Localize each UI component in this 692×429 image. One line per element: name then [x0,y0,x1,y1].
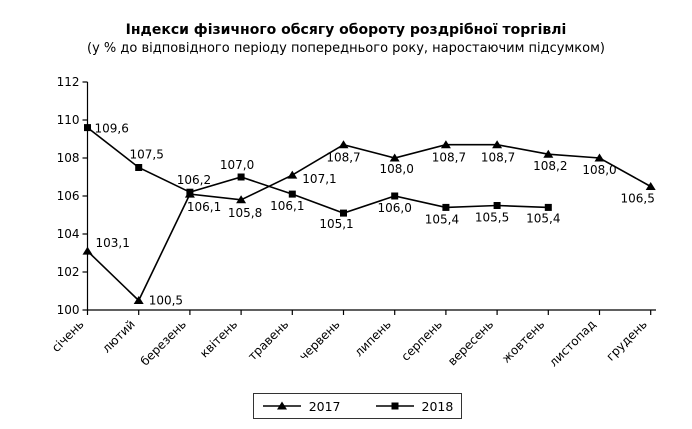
data-label-2017: 105,8 [228,206,262,220]
x-axis-label: лютий [99,317,137,355]
y-tick-label: 100 [57,303,80,317]
y-tick-label: 104 [57,227,80,241]
data-point-marker-2018 [84,124,91,132]
data-point-marker-2017 [594,153,605,162]
data-label-2018: 109,6 [95,122,129,136]
x-axis-label: червень [296,317,342,363]
x-axis-label: березень [138,317,189,368]
x-axis-label: листопад [546,317,598,369]
data-point-marker-2018 [493,202,501,209]
square-marker-icon [375,402,414,410]
data-label-2017: 108,7 [326,151,360,165]
y-tick-label: 106 [57,189,80,203]
data-point-marker-2018 [237,173,245,181]
data-label-2017: 108,0 [380,162,414,176]
x-axis-label: липень [352,317,394,359]
data-label-2017: 108,7 [481,151,515,165]
legend-label-2017: 2017 [308,398,341,414]
data-label-2017: 100,5 [149,294,183,308]
data-point-marker-2017 [645,182,656,190]
x-axis-label: серпень [399,317,445,363]
data-label-2017: 108,0 [582,163,616,177]
data-point-marker-2017 [82,246,93,255]
line-chart-plot-area: 100 102 104 106 108 110 112 січень лютий березень… [49,75,656,369]
data-label-2018: 106,2 [177,173,211,187]
data-label-2018: 106,1 [270,199,304,213]
chart-legend: 2017 2018 [253,393,462,419]
data-label-2017: 103,1 [96,236,130,250]
data-point-marker-2017 [389,153,400,162]
data-point-marker-2018 [186,188,194,196]
data-point-marker-2018 [288,190,296,198]
x-axis-label: грудень [603,317,649,363]
y-tick-label: 108 [57,151,80,165]
data-label-2018: 107,5 [130,148,164,162]
data-label-2017: 106,1 [187,200,221,214]
data-point-marker-2017 [236,195,247,204]
triangle-marker-icon [262,401,301,410]
x-axis-label: жовтень [499,317,547,365]
legend-item-2017: 2017 [262,399,341,414]
y-tick-label: 112 [57,75,80,89]
data-point-marker-2017 [440,140,451,149]
x-axis-label: січень [49,317,87,355]
data-label-2017: 108,7 [432,151,466,165]
data-point-marker-2017 [492,140,503,149]
data-label-2017: 108,2 [533,159,567,173]
chart-title: Індекси фізичного обсягу обороту роздріб… [125,22,567,38]
data-label-2018: 105,5 [475,211,509,225]
x-axis-label: вересень [445,317,496,368]
data-point-marker-2018 [391,192,399,200]
x-axis-label: квітень [197,317,240,360]
series-line-2017 [86,143,652,302]
data-point-marker-2018 [135,164,143,171]
legend-label-2018: 2018 [421,398,454,414]
data-label-2018: 105,1 [319,217,353,231]
data-point-marker-2017 [338,140,349,149]
data-point-marker-2018 [340,209,347,217]
y-tick-label: 102 [57,265,80,279]
data-label-2017: 107,1 [302,172,336,186]
x-axis-label: травень [245,317,291,363]
data-label-2018: 106,0 [378,201,412,215]
data-point-marker-2018 [442,203,450,211]
legend-item-2018: 2018 [375,398,454,414]
data-label-2018: 107,0 [220,158,254,172]
y-tick-label: 110 [57,113,80,127]
series-line-2018 [87,126,549,214]
data-label-2018: 105,4 [526,211,560,225]
data-point-marker-2017 [543,149,554,158]
data-label-2018: 105,4 [425,212,459,226]
data-label-2017: 106,5 [621,192,655,206]
chart-subtitle: (у % до відповідного періоду попередньог… [87,41,605,56]
data-point-marker-2017 [133,296,144,304]
data-point-marker-2017 [287,170,298,179]
data-point-marker-2018 [544,203,552,211]
